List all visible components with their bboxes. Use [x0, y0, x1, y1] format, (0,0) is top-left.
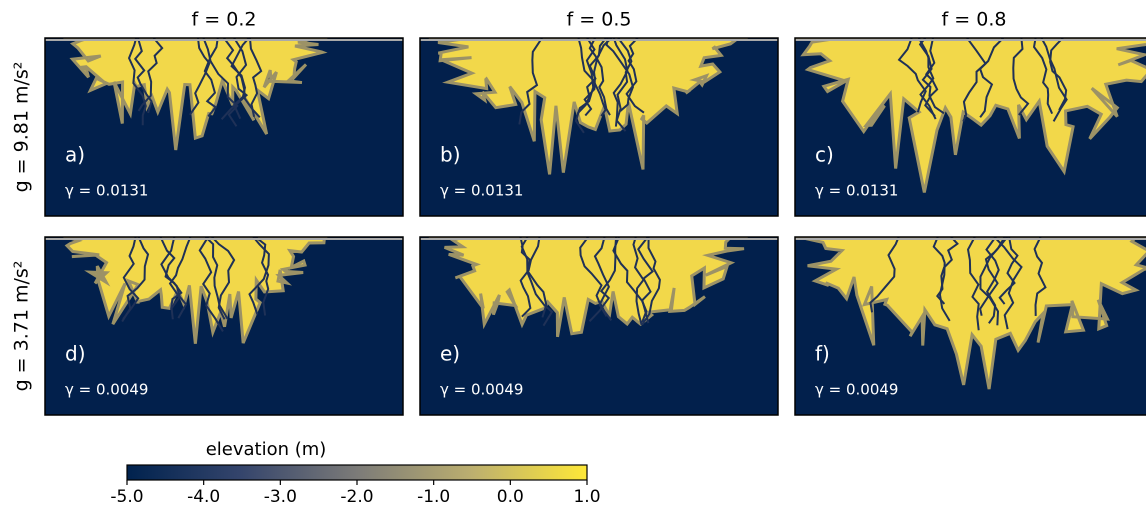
panel-label: e)	[440, 342, 460, 366]
panel-label: b)	[440, 143, 461, 167]
column-title: f = 0.2	[192, 9, 257, 31]
colorbar-tick-label: -2.0	[340, 487, 373, 507]
panel-label: a)	[65, 143, 85, 167]
gamma-label: γ = 0.0131	[815, 182, 898, 200]
colorbar-tick-label: 1.0	[573, 487, 600, 507]
figure: elevation (m) f = 0.2 f = 0.5 f = 0.8 g = 9…	[0, 0, 1146, 515]
row-title: g = 3.71 m/s²	[11, 261, 33, 392]
gamma-label: γ = 0.0049	[65, 381, 148, 399]
gamma-label: γ = 0.0049	[815, 381, 898, 399]
row-title: g = 9.81 m/s²	[11, 62, 33, 193]
panel-label: d)	[65, 342, 86, 366]
column-title: f = 0.5	[567, 9, 632, 31]
colorbar-tick-label: -5.0	[110, 487, 143, 507]
panel-label: c)	[815, 143, 834, 167]
colorbar	[127, 465, 587, 480]
colorbar-label: elevation (m)	[206, 439, 327, 460]
panel-label: f)	[815, 342, 830, 366]
gamma-label: γ = 0.0131	[440, 182, 523, 200]
colorbar-tick-label: -1.0	[417, 487, 450, 507]
colorbar-tick-label: -4.0	[187, 487, 220, 507]
gamma-label: γ = 0.0049	[440, 381, 523, 399]
colorbar-tick-label: 0.0	[497, 487, 524, 507]
column-title: f = 0.8	[942, 9, 1007, 31]
colorbar-tick-label: -3.0	[264, 487, 297, 507]
gamma-label: γ = 0.0131	[65, 182, 148, 200]
